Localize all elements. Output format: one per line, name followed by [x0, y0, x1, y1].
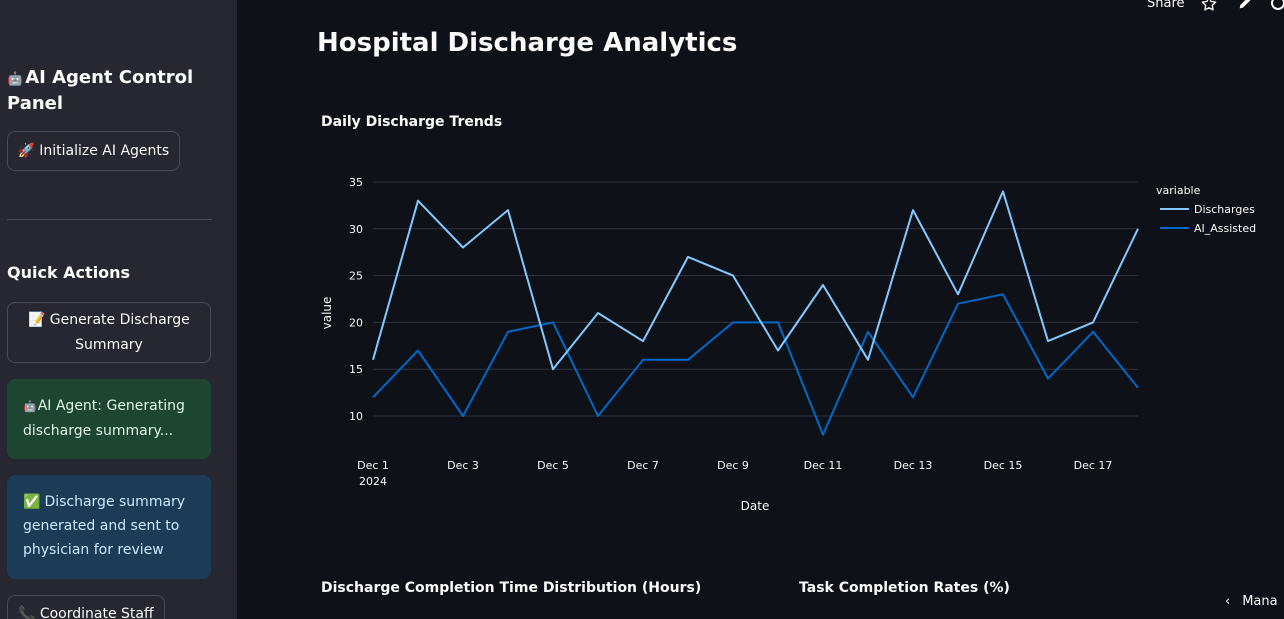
chevron-left-icon: ‹: [1225, 594, 1231, 609]
x-tick-label: Dec 15: [984, 459, 1023, 472]
github-icon[interactable]: [1270, 0, 1284, 15]
success-alert: ✅ Discharge summary generated and sent to…: [7, 475, 211, 579]
coordinate-button-label: Coordinate Staff: [39, 606, 154, 619]
sidebar-divider: [7, 219, 212, 220]
rocket-icon: 🚀: [17, 143, 36, 159]
share-button[interactable]: Share: [1147, 0, 1185, 11]
pencil-icon[interactable]: [1237, 0, 1253, 15]
x-tick-label: Dec 13: [894, 459, 933, 472]
manage-app-button[interactable]: ‹ Mana: [1225, 594, 1278, 609]
quick-actions-heading: Quick Actions: [7, 263, 131, 282]
sidebar-title: 🤖 AI Agent Control Panel: [7, 66, 207, 116]
y-tick-label: 30: [349, 223, 363, 236]
info-alert: 🤖AI Agent: Generating discharge summary.…: [7, 379, 211, 459]
legend-label-discharges[interactable]: Discharges: [1194, 203, 1255, 216]
generate-button-label: Generate Discharge Summary: [49, 312, 190, 353]
discharges-series-line[interactable]: [372, 190, 1139, 371]
x-tick-label: Dec 1: [357, 459, 389, 472]
y-tick-label: 20: [349, 316, 363, 329]
legend-label-ai-assisted[interactable]: AI_Assisted: [1194, 222, 1256, 235]
x-tick-label: Dec 11: [804, 459, 843, 472]
y-tick-label: 35: [349, 176, 363, 189]
robot-icon: 🤖: [7, 72, 24, 87]
info-alert-text: AI Agent: Generating discharge summary..…: [23, 398, 185, 439]
page-title: Hospital Discharge Analytics: [317, 28, 738, 58]
chart-legend[interactable]: variable Discharges AI_Assisted: [1156, 184, 1256, 235]
coordinate-staff-button[interactable]: 📞 Coordinate Staff: [7, 595, 165, 619]
x-tick-year-label: 2024: [359, 475, 387, 488]
x-axis-label: Date: [741, 499, 770, 513]
x-tick-label: Dec 7: [627, 459, 659, 472]
x-tick-label: Dec 9: [717, 459, 749, 472]
generate-discharge-summary-button[interactable]: 📝 Generate Discharge Summary: [7, 302, 211, 363]
chart1-title: Daily Discharge Trends: [321, 114, 503, 130]
chart3-title: Task Completion Rates (%): [799, 580, 1010, 596]
x-tick-label: Dec 17: [1074, 459, 1113, 472]
memo-icon: 📝: [28, 312, 46, 328]
sidebar-title-text: AI Agent Control Panel: [7, 67, 194, 114]
y-tick-label: 10: [349, 410, 363, 423]
legend-title: variable: [1156, 184, 1201, 197]
y-axis-label: value: [320, 297, 334, 330]
y-tick-label: 25: [349, 270, 363, 283]
phone-icon: 📞: [18, 606, 36, 619]
sidebar: 🤖 AI Agent Control Panel 🚀 Initialize AI A…: [0, 0, 237, 619]
y-tick-label: 15: [349, 363, 363, 376]
x-tick-label: Dec 5: [537, 459, 569, 472]
initialize-ai-agents-button[interactable]: 🚀 Initialize AI Agents: [7, 131, 180, 171]
success-alert-text: Discharge summary generated and sent to …: [23, 494, 186, 558]
x-tick-label: Dec 3: [447, 459, 479, 472]
ai-assisted-series-line[interactable]: [372, 293, 1139, 436]
chart2-title: Discharge Completion Time Distribution (…: [321, 580, 702, 596]
initialize-button-label: Initialize AI Agents: [39, 143, 170, 159]
check-icon: ✅: [23, 494, 41, 510]
star-icon[interactable]: [1200, 0, 1218, 17]
manage-app-label: Mana: [1242, 594, 1278, 609]
robot-icon: 🤖: [23, 400, 37, 413]
